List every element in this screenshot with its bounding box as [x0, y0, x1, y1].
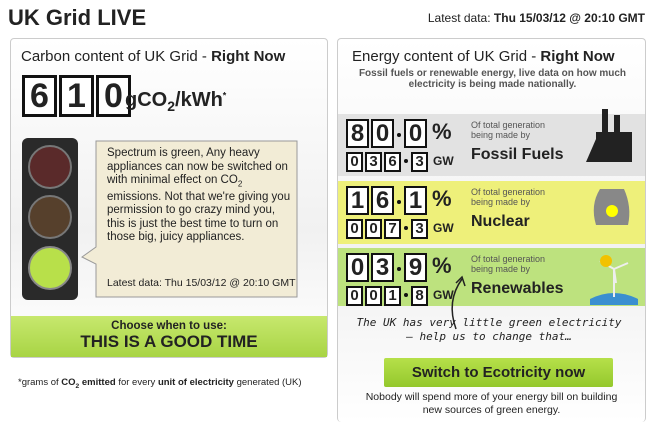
- fn: *grams of: [18, 377, 61, 388]
- carbon-unit: gCO2/kWh*: [125, 89, 226, 114]
- page: UK Grid LIVE Latest data: Thu 15/03/12 @…: [0, 0, 649, 421]
- traffic-light: [21, 137, 81, 303]
- message-sub: 2: [238, 179, 242, 188]
- fn: CO: [61, 377, 75, 388]
- fn: for every: [116, 377, 158, 388]
- unit: /kWh: [175, 89, 223, 111]
- unit-star: *: [223, 90, 227, 100]
- switch-button[interactable]: Switch to Ecotricity now: [384, 358, 613, 387]
- banner-label: Choose when to use:: [11, 320, 327, 332]
- panel-title: Carbon content of UK Grid - Right Now: [21, 48, 285, 65]
- latest-label: Latest data:: [428, 11, 491, 25]
- fn: generated (UK): [234, 377, 302, 388]
- message-text: emissions. Not that we're giving you per…: [107, 191, 290, 244]
- message-latest: Latest data: Thu 15/03/12 @ 20:10 GMT: [107, 277, 296, 289]
- title-text: Carbon content of UK Grid -: [21, 48, 211, 65]
- footer: Nobody will spend more of your energy bi…: [358, 391, 625, 417]
- unit-sub: 2: [167, 98, 175, 114]
- fn: emitted: [79, 377, 115, 388]
- message-text: Spectrum is green, Any heavy appliances …: [107, 147, 288, 186]
- banner-text: THIS IS A GOOD TIME: [11, 332, 327, 352]
- banner: Choose when to use: THIS IS A GOOD TIME: [11, 316, 327, 357]
- fn: unit of electricity: [158, 377, 234, 388]
- unit: gCO: [125, 89, 167, 111]
- digit-box: 1: [59, 75, 94, 117]
- site-title: UK Grid LIVE: [8, 5, 146, 31]
- footnote: *grams of CO2 emitted for every unit of …: [18, 377, 302, 390]
- digit-box: 6: [22, 75, 57, 117]
- handwritten-note: The UK has very little green electricity…: [354, 316, 624, 344]
- latest-value: Thu 15/03/12 @ 20:10 GMT: [494, 11, 645, 25]
- message: Spectrum is green, Any heavy appliances …: [107, 147, 293, 245]
- energy-panel: Energy content of UK Grid - Right Now Fo…: [337, 38, 646, 422]
- title-bold: Right Now: [211, 48, 285, 65]
- latest-data: Latest data: Thu 15/03/12 @ 20:10 GMT: [428, 11, 645, 25]
